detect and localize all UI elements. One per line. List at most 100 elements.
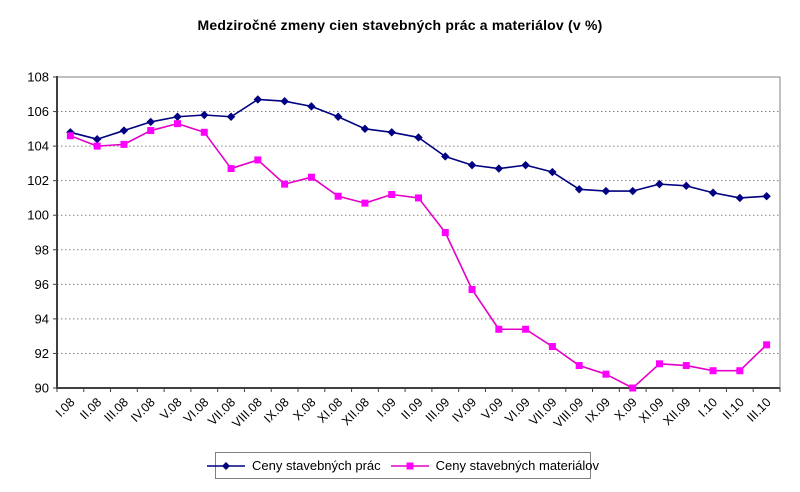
- square-marker: [763, 341, 771, 349]
- svg-text:VIII.08: VIII.08: [229, 395, 264, 430]
- svg-text:I.08: I.08: [53, 395, 78, 420]
- diamond-marker: [574, 185, 584, 194]
- diamond-marker: [173, 112, 182, 121]
- svg-text:XII.09: XII.09: [660, 395, 693, 428]
- square-marker: [174, 120, 181, 128]
- diamond-marker: [521, 160, 530, 170]
- diamond-marker: [226, 112, 236, 121]
- svg-text:92: 92: [35, 346, 49, 361]
- series-1-line: [70, 122, 768, 389]
- diamond-marker: [414, 133, 423, 142]
- square-marker: [147, 127, 155, 135]
- square-marker: [254, 156, 262, 164]
- svg-text:III.09: III.09: [423, 395, 453, 425]
- legend-item-prace: Ceny stavebných prác: [207, 458, 381, 473]
- svg-text:XII.08: XII.08: [339, 395, 372, 428]
- square-marker: [548, 343, 556, 351]
- svg-text:II.08: II.08: [77, 395, 104, 422]
- diamond-marker: [146, 117, 155, 127]
- diamond-marker-icon: [207, 461, 246, 470]
- svg-text:104: 104: [27, 139, 49, 154]
- svg-text:I.09: I.09: [374, 395, 399, 420]
- diamond-marker: [92, 135, 102, 144]
- svg-text:102: 102: [27, 173, 49, 188]
- square-marker-icon: [390, 462, 429, 469]
- diamond-marker: [387, 128, 396, 137]
- legend-box: Ceny stavebných prác Ceny stavebných mat…: [207, 452, 599, 479]
- square-marker: [93, 142, 101, 150]
- svg-text:I.10: I.10: [696, 395, 721, 420]
- svg-text:III.10: III.10: [744, 395, 774, 425]
- diamond-marker: [735, 193, 745, 203]
- svg-text:IX.08: IX.08: [261, 395, 292, 426]
- svg-text:108: 108: [27, 70, 49, 85]
- diamond-marker: [253, 95, 263, 104]
- square-marker: [120, 140, 128, 148]
- svg-text:III.08: III.08: [102, 395, 132, 425]
- y-gridlines: [57, 111, 780, 354]
- svg-text:IV.08: IV.08: [128, 395, 158, 425]
- square-marker: [415, 194, 422, 202]
- diamond-marker: [467, 160, 477, 170]
- square-marker: [682, 362, 690, 370]
- y-axis-labels: 90 92 94 96 98 100 102 104 106 108: [27, 70, 57, 396]
- svg-text:VIII.09: VIII.09: [551, 395, 586, 430]
- square-marker: [522, 325, 530, 333]
- svg-text:106: 106: [27, 104, 49, 119]
- diamond-marker: [708, 188, 718, 197]
- diamond-marker: [307, 102, 316, 111]
- legend-item-material: Ceny stavebných materiálov: [390, 458, 599, 473]
- axes: [56, 76, 780, 389]
- square-marker: [468, 286, 476, 294]
- square-marker: [66, 132, 74, 140]
- diamond-marker: [601, 186, 611, 196]
- diamond-marker: [200, 110, 209, 120]
- svg-text:98: 98: [35, 242, 49, 257]
- svg-text:100: 100: [27, 208, 49, 223]
- square-marker: [227, 165, 235, 173]
- svg-text:V.09: V.09: [479, 395, 506, 422]
- x-axis-ticks: [56, 388, 781, 392]
- svg-text:IV.09: IV.09: [449, 395, 479, 425]
- series-0: [66, 95, 771, 203]
- square-marker: [388, 190, 396, 198]
- square-marker: [334, 192, 342, 200]
- svg-text:II.10: II.10: [720, 395, 747, 422]
- svg-text:II.09: II.09: [399, 395, 426, 422]
- legend-label-prace: Ceny stavebných prác: [252, 458, 381, 473]
- diamond-marker: [628, 186, 637, 196]
- square-marker: [441, 229, 449, 236]
- svg-text:X.08: X.08: [290, 395, 318, 423]
- diamond-marker: [360, 124, 370, 134]
- square-marker: [495, 325, 503, 333]
- square-marker: [629, 384, 637, 392]
- diamond-marker: [119, 126, 129, 135]
- diamond-marker: [333, 112, 343, 121]
- square-marker: [307, 173, 315, 181]
- series-1: [66, 120, 771, 392]
- diamond-marker: [682, 181, 691, 191]
- diamond-marker: [655, 179, 664, 189]
- square-marker: [709, 367, 717, 375]
- square-marker: [200, 128, 208, 136]
- square-marker: [656, 360, 663, 368]
- svg-text:V.08: V.08: [157, 395, 184, 422]
- square-marker: [602, 370, 610, 378]
- square-marker: [281, 180, 289, 188]
- square-marker: [575, 362, 583, 370]
- svg-text:90: 90: [35, 381, 49, 396]
- legend-label-material: Ceny stavebných materiálov: [435, 458, 599, 473]
- square-marker: [361, 199, 369, 207]
- diamond-marker: [280, 96, 289, 106]
- chart-title: Medziročné zmeny cien stavebných prác a …: [197, 17, 603, 33]
- diamond-marker: [494, 164, 504, 173]
- square-marker: [736, 367, 744, 375]
- diamond-marker: [762, 192, 771, 201]
- plot-border: [56, 76, 781, 389]
- svg-text:X.09: X.09: [612, 395, 640, 423]
- diamond-marker: [441, 152, 450, 161]
- svg-text:94: 94: [35, 311, 49, 326]
- svg-text:IX.09: IX.09: [583, 395, 614, 426]
